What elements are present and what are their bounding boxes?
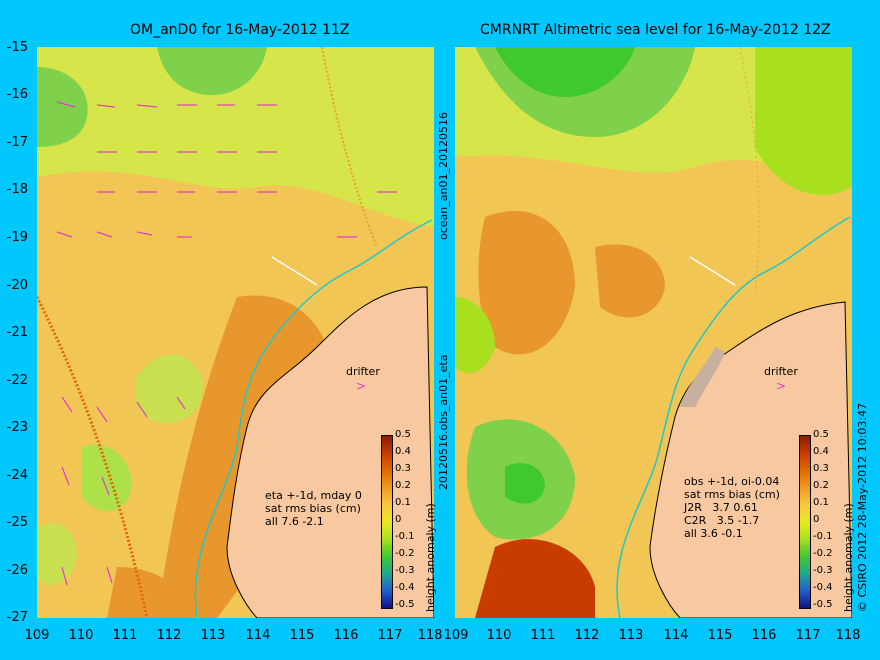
x-tick-label: 112 — [574, 628, 600, 643]
colorbar-tick-label: -0.3 — [813, 565, 833, 576]
x-tick-label: 116 — [333, 628, 359, 643]
colorbar-tick-label: 0.4 — [395, 446, 411, 457]
colorbar-tick-label: -0.1 — [395, 531, 415, 542]
x-tick-label: 114 — [245, 628, 271, 643]
x-tick-label: 117 — [377, 628, 403, 643]
colorbar-tick-label: 0.3 — [813, 463, 829, 474]
colorbar-tick-label: 0.3 — [395, 463, 411, 474]
x-tick-label: 114 — [663, 628, 689, 643]
x-tick-label: 113 — [618, 628, 644, 643]
y-tick-label: -17 — [6, 135, 28, 150]
left-map-panel — [37, 47, 434, 618]
center-label-top: ocean_an01_20120516 — [437, 112, 450, 240]
colorbar-tick-label: 0.2 — [395, 480, 411, 491]
colorbar-tick-label: 0.5 — [395, 429, 411, 440]
right-map-svg — [455, 47, 852, 618]
colorbar-tick-label: -0.1 — [813, 531, 833, 542]
left-map-svg — [37, 47, 434, 618]
colorbar-tick-label: -0.2 — [395, 548, 415, 559]
colorbar-tick-label: 0 — [395, 514, 402, 525]
copyright-label: © CSIRO 2012 28-May-2012 10:03:47 — [856, 402, 869, 612]
drifter-marker-right: > — [776, 379, 787, 393]
y-tick-label: -25 — [6, 515, 28, 530]
colorbar-tick-label: 0.1 — [813, 497, 829, 508]
right-info-text: obs +-1d, oi-0.04 sat rms bias (cm) J2R … — [684, 475, 780, 540]
y-tick-label: -19 — [6, 230, 28, 245]
x-tick-label: 113 — [200, 628, 226, 643]
x-tick-label: 111 — [530, 628, 556, 643]
y-tick-label: -24 — [6, 468, 28, 483]
drifter-label-left: drifter — [346, 365, 380, 378]
y-tick-label: -22 — [6, 373, 28, 388]
left-panel-title: OM_anD0 for 16-May-2012 11Z — [130, 22, 350, 38]
x-tick-label: 109 — [24, 628, 50, 643]
right-colorbar — [799, 435, 811, 609]
colorbar-tick-label: -0.2 — [813, 548, 833, 559]
x-tick-label: 118 — [417, 628, 443, 643]
right-colorbar-label: height anomaly (m) — [842, 503, 855, 612]
drifter-label-text: drifter — [764, 365, 798, 378]
x-tick-label: 110 — [68, 628, 94, 643]
x-tick-label: 112 — [156, 628, 182, 643]
colorbar-tick-label: -0.5 — [813, 599, 833, 610]
drifter-label-right: drifter — [764, 365, 798, 378]
right-map-panel — [455, 47, 852, 618]
colorbar-tick-label: 0.5 — [813, 429, 829, 440]
y-tick-label: -20 — [6, 278, 28, 293]
colorbar-tick-label: -0.4 — [395, 582, 415, 593]
x-tick-label: 118 — [835, 628, 861, 643]
colorbar-tick-label: -0.5 — [395, 599, 415, 610]
left-info-text: eta +-1d, mday 0 sat rms bias (cm) all 7… — [265, 489, 362, 528]
y-tick-label: -26 — [6, 563, 28, 578]
x-tick-label: 116 — [751, 628, 777, 643]
y-tick-label: -18 — [6, 182, 28, 197]
right-panel-title: CMRNRT Altimetric sea level for 16-May-2… — [480, 22, 831, 38]
x-tick-label: 111 — [112, 628, 138, 643]
colorbar-tick-label: 0.4 — [813, 446, 829, 457]
left-colorbar — [381, 435, 393, 609]
y-tick-label: -23 — [6, 420, 28, 435]
x-tick-label: 115 — [289, 628, 315, 643]
x-tick-label: 110 — [486, 628, 512, 643]
colorbar-tick-label: 0 — [813, 514, 820, 525]
x-tick-label: 109 — [443, 628, 469, 643]
colorbar-tick-label: -0.4 — [813, 582, 833, 593]
x-tick-label: 117 — [795, 628, 821, 643]
drifter-label-text: drifter — [346, 365, 380, 378]
y-tick-label: -16 — [6, 87, 28, 102]
center-label-bottom: 20120516.obs_an01_eta — [437, 354, 450, 490]
left-colorbar-label: height anomaly (m) — [424, 503, 437, 612]
colorbar-tick-label: 0.2 — [813, 480, 829, 491]
drifter-marker-left: > — [356, 379, 367, 393]
y-tick-label: -21 — [6, 325, 28, 340]
colorbar-tick-label: -0.3 — [395, 565, 415, 576]
y-tick-label: -15 — [6, 40, 28, 55]
y-tick-label: -27 — [6, 610, 28, 625]
x-tick-label: 115 — [707, 628, 733, 643]
colorbar-tick-label: 0.1 — [395, 497, 411, 508]
